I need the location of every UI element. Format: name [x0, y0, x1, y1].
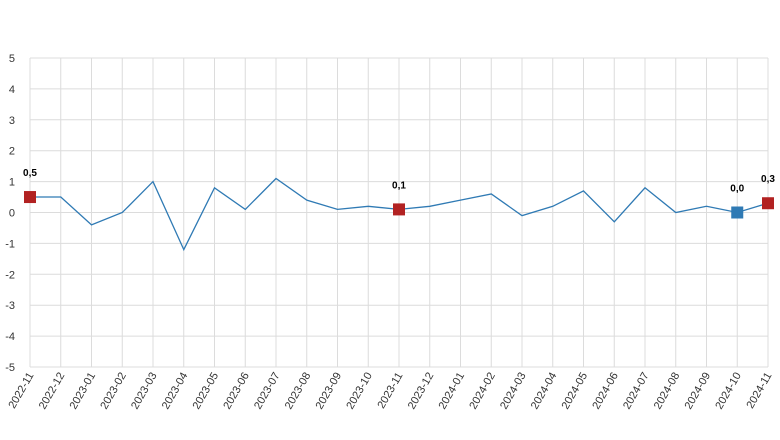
x-tick-label: 2024-06	[590, 371, 621, 412]
x-tick-label: 2023-05	[191, 371, 222, 412]
x-tick-label: 2024-04	[529, 371, 560, 412]
x-tick-label: 2023-02	[98, 371, 129, 412]
y-tick-label: 4	[9, 84, 15, 96]
x-tick-label: 2024-02	[467, 371, 498, 412]
y-tick-label: -4	[5, 331, 15, 343]
data-label: 0,3	[761, 174, 775, 185]
data-label: 0,5	[23, 168, 37, 179]
y-tick-label: -1	[5, 238, 15, 250]
data-point-marker	[762, 197, 774, 210]
x-tick-label: 2023-04	[160, 371, 191, 412]
x-tick-label: 2024-08	[652, 371, 683, 412]
x-tick-label: 2023-09	[314, 371, 345, 412]
data-point-marker	[731, 206, 744, 219]
y-tick-label: 2	[9, 146, 15, 158]
y-tick-label: -5	[5, 362, 15, 374]
y-tick-label: -3	[5, 300, 15, 312]
x-tick-label: 2023-06	[221, 371, 252, 412]
x-tick-label: 2023-10	[344, 371, 375, 412]
x-tick-label: 2023-12	[406, 371, 437, 412]
x-tick-label: 2023-08	[283, 371, 314, 412]
x-tick-label: 2024-03	[498, 371, 529, 412]
x-tick-label: 2024-05	[560, 371, 591, 412]
y-tick-label: 5	[9, 53, 15, 65]
x-tick-label: 2024-01	[437, 371, 468, 412]
y-tick-label: -2	[5, 269, 15, 281]
x-tick-label: 2022-12	[37, 371, 68, 412]
x-tick-label: 2024-10	[713, 371, 744, 412]
x-tick-label: 2023-03	[129, 371, 160, 412]
x-tick-label: 2022-11	[6, 371, 36, 411]
data-point-marker	[24, 191, 36, 204]
y-tick-label: 1	[9, 177, 15, 189]
data-label: 0,1	[392, 180, 406, 191]
y-tick-label: 0	[9, 208, 15, 220]
data-point-marker	[393, 203, 405, 216]
y-tick-label: 3	[9, 115, 15, 127]
x-tick-label: 2023-01	[68, 371, 99, 412]
x-tick-label: 2023-11	[375, 371, 405, 411]
x-tick-label: 2023-07	[252, 371, 283, 412]
x-tick-label: 2024-07	[621, 371, 652, 412]
x-tick-label: 2024-09	[683, 371, 714, 412]
x-tick-label: 2024-11	[744, 371, 774, 411]
data-label: 0,0	[730, 184, 744, 195]
